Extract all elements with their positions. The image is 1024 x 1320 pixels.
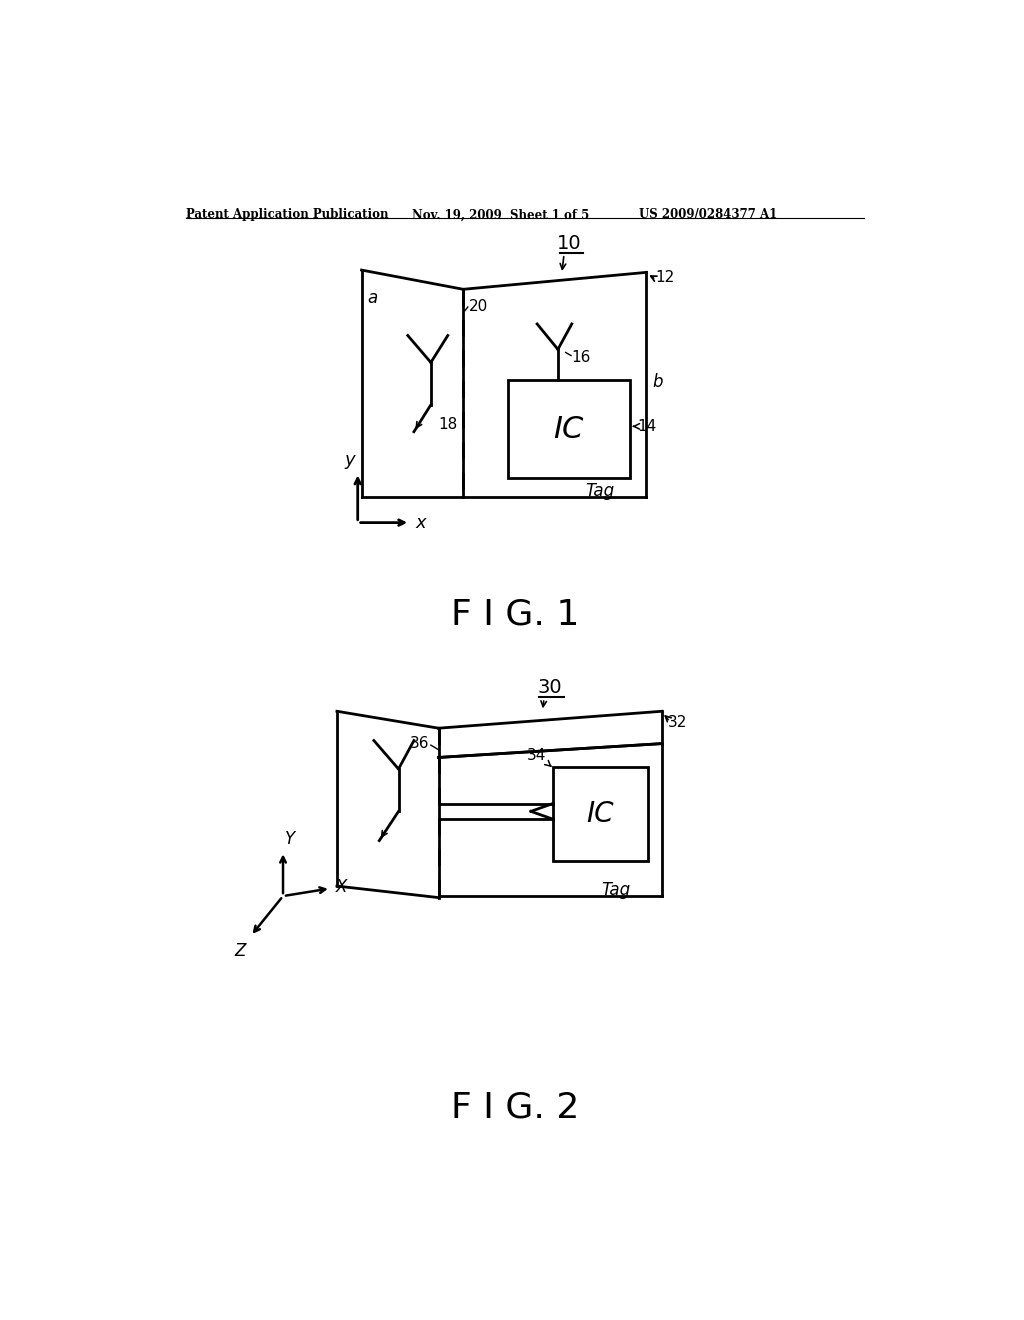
Text: 20: 20 xyxy=(469,298,488,314)
Text: IC: IC xyxy=(587,800,614,828)
Text: Tag: Tag xyxy=(601,880,630,899)
Text: 36: 36 xyxy=(410,737,429,751)
Text: X: X xyxy=(336,878,347,896)
Text: 32: 32 xyxy=(668,714,687,730)
Bar xyxy=(553,767,648,861)
Text: 18: 18 xyxy=(438,417,458,432)
Text: 16: 16 xyxy=(571,350,591,364)
Text: IC: IC xyxy=(554,414,584,444)
Text: 12: 12 xyxy=(655,271,675,285)
Text: Nov. 19, 2009  Sheet 1 of 5: Nov. 19, 2009 Sheet 1 of 5 xyxy=(412,209,589,222)
Text: x: x xyxy=(416,513,426,532)
Text: 34: 34 xyxy=(527,748,547,763)
Text: F I G. 2: F I G. 2 xyxy=(452,1090,580,1125)
Text: 10: 10 xyxy=(557,234,582,253)
Text: Y: Y xyxy=(285,830,295,849)
Text: y: y xyxy=(345,450,355,469)
Text: a: a xyxy=(368,289,378,308)
Text: 14: 14 xyxy=(637,418,656,434)
Text: b: b xyxy=(652,372,664,391)
Text: Patent Application Publication: Patent Application Publication xyxy=(186,209,388,222)
Text: Tag: Tag xyxy=(586,482,614,500)
Text: US 2009/0284377 A1: US 2009/0284377 A1 xyxy=(639,209,777,222)
Text: Z: Z xyxy=(234,942,246,960)
Text: F I G. 1: F I G. 1 xyxy=(452,598,580,631)
Text: 30: 30 xyxy=(538,678,562,697)
Bar xyxy=(508,380,630,478)
